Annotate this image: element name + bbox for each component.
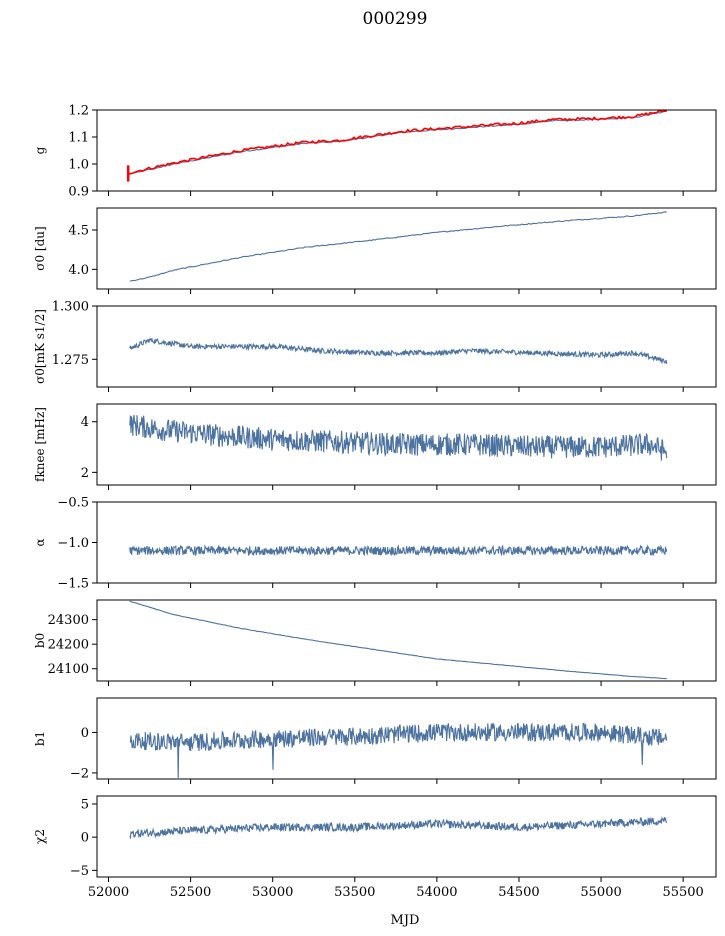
panels: 0.9 1.0 1.1 1.2 g 4.0 4.5 σ0 [du] 1.275 1.300 σ0[m… xyxy=(33,104,717,900)
y-tick-label: 24300 xyxy=(48,613,89,628)
x-axis-label: MJD xyxy=(391,913,420,928)
y-tick-label: −5 xyxy=(70,864,89,879)
y-tick-label: 24100 xyxy=(48,662,89,677)
x-tick-label: 55000 xyxy=(580,885,621,900)
y-tick-label: 24200 xyxy=(48,638,89,653)
y-tick-label: −0.5 xyxy=(57,496,89,511)
y-tick-label: 4 xyxy=(81,415,89,430)
y-tick-label: 1.300 xyxy=(52,300,89,315)
series-line xyxy=(129,544,668,557)
axes-frame xyxy=(96,697,717,780)
series-line xyxy=(129,600,667,680)
y-axis-label: b0 xyxy=(33,633,47,648)
x-tick-label: 53500 xyxy=(334,885,375,900)
series-line xyxy=(129,414,668,461)
y-tick-label: 1.275 xyxy=(52,353,89,368)
series-line xyxy=(129,211,667,282)
y-tick-label: 0 xyxy=(81,831,89,846)
y-tick-label: 4.5 xyxy=(68,224,89,239)
axes-frame xyxy=(96,795,717,878)
axes-frame xyxy=(96,403,717,486)
fit-line xyxy=(128,110,667,175)
axes-frame xyxy=(96,207,717,290)
y-tick-label: −1.0 xyxy=(57,536,89,551)
y-axis-label: χ2 xyxy=(33,829,47,844)
x-tick-label: 52500 xyxy=(170,885,211,900)
panel-1: 4.0 4.5 σ0 [du] xyxy=(33,207,717,294)
y-tick-label: 0.9 xyxy=(68,185,89,200)
axes-frame xyxy=(96,599,717,682)
panel-3: 2 4 fknee [mHz] xyxy=(33,403,717,490)
panel-2: 1.275 1.300 σ0[mK s1/2] xyxy=(33,300,717,392)
y-tick-label: 4.0 xyxy=(68,263,89,278)
x-tick-label: 54000 xyxy=(416,885,457,900)
y-tick-label: 1.2 xyxy=(68,104,89,119)
panel-7: −5 0 5 52000 52500 53000 53500 54000 54500 55000 5… xyxy=(33,795,717,900)
y-tick-label: 1.1 xyxy=(68,131,89,146)
series-line xyxy=(129,722,668,779)
axes-frame xyxy=(96,501,717,584)
x-tick-label: 53000 xyxy=(252,885,293,900)
panel-4: −1.5 −1.0 −0.5 α xyxy=(33,496,717,592)
y-tick-label: −2 xyxy=(70,766,89,781)
y-tick-label: 2 xyxy=(81,466,89,481)
y-axis-label: b1 xyxy=(33,731,47,746)
y-axis-label: fknee [mHz] xyxy=(33,407,47,482)
axes-frame xyxy=(96,109,717,192)
x-tick-label: 52000 xyxy=(88,885,129,900)
y-axis-label: σ0 [du] xyxy=(33,226,47,270)
series-line xyxy=(129,337,668,365)
y-axis-label: g xyxy=(33,146,47,154)
series-line xyxy=(129,815,668,840)
panel-0: 0.9 1.0 1.1 1.2 g xyxy=(33,104,717,200)
panel-6: −2 0 b1 xyxy=(33,697,717,784)
y-axis-label: α xyxy=(33,538,47,546)
y-tick-label: 1.0 xyxy=(68,158,89,173)
y-tick-label: −1.5 xyxy=(57,577,89,592)
figure-title: 000299 xyxy=(363,9,428,29)
series-line xyxy=(128,110,667,175)
y-axis-label: σ0[mK s1/2] xyxy=(33,309,47,384)
x-tick-label: 54500 xyxy=(498,885,539,900)
y-tick-label: 5 xyxy=(81,797,89,812)
y-tick-label: 0 xyxy=(81,726,89,741)
x-tick-label: 55500 xyxy=(662,885,703,900)
axes-frame xyxy=(96,305,717,388)
